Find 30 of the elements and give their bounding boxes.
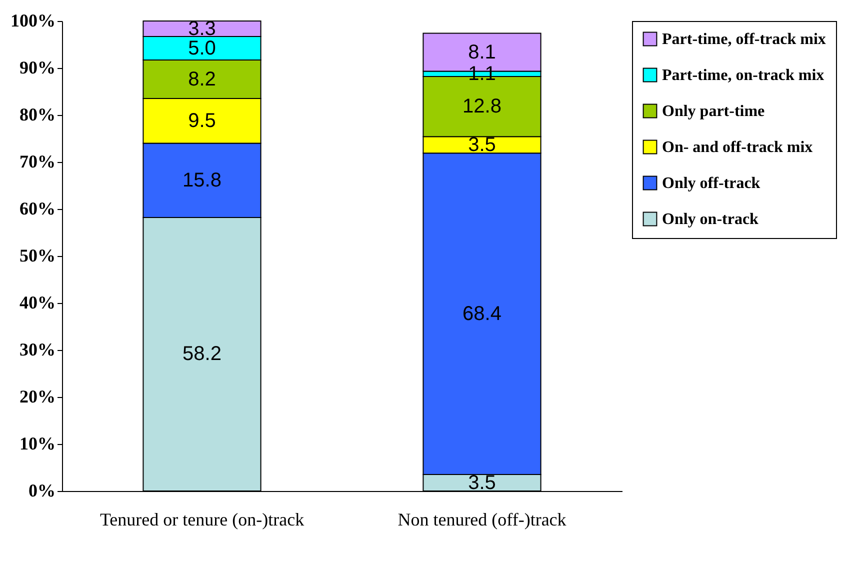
- x-tick-label: Non tenured (off-)track: [398, 510, 566, 530]
- data-label: 8.2: [188, 68, 216, 90]
- y-tick-label: 60%: [20, 198, 56, 218]
- y-tick-label: 40%: [20, 292, 56, 312]
- data-label: 3.5: [468, 472, 496, 494]
- legend-label: Part-time, off-track mix: [662, 31, 826, 48]
- data-label: 15.8: [182, 169, 222, 192]
- data-label: 3.5: [468, 134, 496, 156]
- data-label: 3.3: [188, 18, 216, 40]
- legend-label: Only on-track: [662, 211, 759, 228]
- y-tick-label: 50%: [20, 246, 56, 266]
- data-label: 58.2: [182, 343, 222, 366]
- legend-label: Part-time, on-track mix: [662, 67, 824, 84]
- data-label: 5.0: [188, 37, 216, 60]
- y-tick-label: 10%: [20, 434, 56, 454]
- y-tick-label: 100%: [10, 10, 56, 30]
- data-label: 12.8: [462, 96, 502, 118]
- y-tick-label: 80%: [20, 104, 56, 124]
- data-label: 68.4: [462, 302, 502, 325]
- data-label: 8.1: [468, 41, 496, 64]
- legend-label: Only part-time: [662, 103, 765, 120]
- y-tick-label: 30%: [20, 340, 56, 360]
- x-tick-label: Tenured or tenure (on-)track: [100, 510, 304, 530]
- y-tick-label: 20%: [20, 386, 56, 406]
- data-label: 9.5: [188, 110, 216, 132]
- y-tick-label: 90%: [20, 58, 56, 78]
- legend-label: On- and off-track mix: [662, 139, 813, 156]
- y-tick-label: 70%: [20, 152, 56, 172]
- legend-label: Only off-track: [662, 175, 760, 192]
- y-tick-label: 0%: [28, 480, 56, 500]
